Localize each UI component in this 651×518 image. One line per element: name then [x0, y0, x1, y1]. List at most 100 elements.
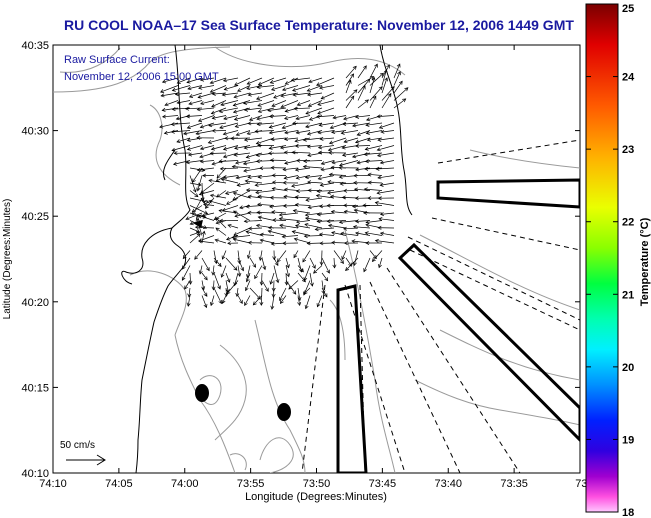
- current-vector: [234, 92, 251, 98]
- current-vector-head: [273, 94, 278, 99]
- current-vector-head: [271, 180, 276, 185]
- current-vector: [249, 115, 263, 121]
- current-vector-head: [372, 95, 377, 100]
- current-vector-head: [245, 278, 250, 283]
- current-vector: [161, 92, 179, 97]
- current-vector: [331, 130, 347, 133]
- current-vector: [280, 100, 299, 108]
- current-vector: [225, 287, 227, 297]
- current-vector: [232, 166, 251, 169]
- current-vector-head: [320, 161, 325, 166]
- current-vector-head: [282, 180, 287, 185]
- current-vector-head: [218, 109, 224, 114]
- current-vector-head: [354, 196, 359, 201]
- y-tick-label: 40:30: [21, 126, 49, 138]
- colorbar-tick-label: 20: [622, 362, 634, 374]
- current-vector: [344, 137, 359, 143]
- current-vector-head: [185, 114, 190, 119]
- current-vector-head: [196, 167, 201, 172]
- current-vector: [233, 238, 251, 244]
- current-vector: [196, 130, 215, 135]
- current-vector-head: [330, 209, 335, 214]
- current-vector: [283, 167, 299, 171]
- current-vector: [284, 130, 299, 134]
- current-vector: [327, 220, 347, 222]
- current-vector-head: [324, 277, 329, 282]
- current-vector-head: [316, 303, 321, 308]
- current-vector: [255, 182, 275, 186]
- current-vector-head: [377, 225, 382, 230]
- current-vector-head: [233, 152, 238, 157]
- current-vector: [162, 107, 179, 111]
- current-vector: [256, 92, 275, 100]
- current-vector-head: [164, 102, 169, 107]
- current-vector: [232, 235, 251, 238]
- current-vector: [377, 115, 395, 117]
- current-vector: [284, 137, 299, 140]
- current-vector: [203, 204, 215, 206]
- current-vector-head: [159, 124, 164, 129]
- current-vector: [198, 240, 215, 244]
- current-vector-head: [291, 150, 296, 155]
- current-vector-head: [281, 234, 286, 239]
- current-vector-head: [364, 146, 369, 151]
- current-vector-head: [319, 261, 324, 266]
- current-vector-head: [288, 285, 293, 290]
- current-vector-head: [199, 154, 204, 159]
- current-vector: [189, 190, 199, 197]
- current-vector: [233, 210, 251, 221]
- current-vector: [189, 205, 208, 215]
- current-vector: [369, 63, 378, 79]
- current-vector-head: [234, 146, 239, 150]
- current-vector: [293, 210, 311, 214]
- current-vector: [307, 181, 323, 184]
- current-vector: [295, 196, 311, 199]
- current-vector-head: [222, 146, 228, 151]
- current-vector-head: [268, 146, 273, 150]
- current-vector-head: [272, 218, 277, 223]
- current-vector: [237, 265, 241, 277]
- current-vector-head: [356, 160, 361, 165]
- current-vector-head: [226, 236, 231, 241]
- current-vector: [233, 192, 251, 199]
- current-vector-head: [320, 167, 325, 172]
- current-vector-head: [303, 290, 308, 295]
- current-vector-head: [307, 188, 312, 193]
- current-vector-head: [390, 86, 395, 91]
- current-vector: [341, 130, 359, 134]
- current-vector: [328, 145, 347, 151]
- current-vector: [228, 224, 239, 229]
- current-vector-head: [352, 224, 357, 229]
- current-vector: [200, 100, 215, 105]
- current-vector-head: [203, 210, 209, 215]
- current-vector-head: [181, 265, 186, 270]
- current-vector-head: [243, 219, 248, 224]
- current-vector-head: [364, 159, 369, 164]
- current-vector-head: [320, 95, 325, 100]
- current-vector-head: [332, 115, 337, 120]
- current-vector-head: [384, 77, 388, 82]
- current-vector: [319, 85, 335, 89]
- current-vector: [189, 92, 203, 98]
- current-vector: [353, 250, 359, 266]
- current-vector-head: [305, 110, 310, 115]
- current-vector: [378, 257, 383, 268]
- current-vector: [291, 77, 311, 81]
- current-vector-head: [343, 209, 348, 214]
- current-vector: [377, 175, 395, 179]
- current-vector-head: [354, 114, 360, 119]
- current-vector-head: [363, 187, 368, 192]
- current-vector-head: [248, 226, 253, 231]
- current-vector-head: [321, 290, 326, 295]
- current-vector-head: [256, 122, 261, 127]
- current-vector: [187, 137, 203, 141]
- current-vector-head: [255, 159, 260, 164]
- current-vector-head: [188, 280, 193, 285]
- current-vector-head: [257, 175, 262, 179]
- current-vector-head: [220, 273, 225, 278]
- current-vector-head: [316, 82, 321, 86]
- current-vector-head: [284, 130, 289, 135]
- current-vector-head: [353, 89, 358, 94]
- current-vector-head: [304, 175, 309, 180]
- current-vector-head: [386, 64, 390, 69]
